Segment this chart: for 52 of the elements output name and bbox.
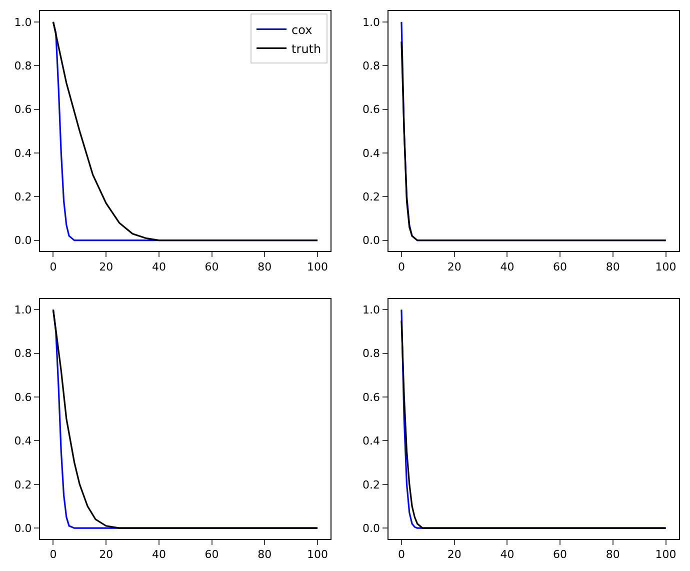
y-tick-label: 1.0	[362, 16, 380, 29]
x-tick-label: 40	[500, 548, 514, 562]
x-tick-label: 60	[553, 548, 568, 562]
x-tick-label: 100	[655, 548, 676, 562]
y-tick-label: 0.8	[14, 347, 32, 360]
y-tick-label: 0.8	[362, 59, 380, 72]
x-tick-label: 0	[398, 260, 405, 274]
x-tick-label: 60	[204, 548, 219, 562]
y-tick-label: 0.6	[362, 390, 380, 404]
y-tick-label: 0.0	[14, 522, 32, 535]
x-tick-label: 80	[258, 548, 272, 562]
legend-label: cox	[292, 22, 312, 37]
y-tick-label: 0.4	[362, 146, 380, 160]
x-tick-label: 60	[204, 260, 219, 274]
x-tick-label: 40	[500, 260, 514, 274]
x-tick-label: 80	[606, 260, 620, 274]
x-tick-label: 20	[447, 548, 462, 562]
y-tick-label: 0.6	[14, 390, 32, 404]
y-tick-label: 0.0	[14, 234, 32, 248]
y-tick-label: 0.6	[14, 103, 32, 116]
y-tick-label: 0.2	[362, 190, 380, 204]
x-tick-label: 20	[99, 260, 114, 274]
x-tick-label: 0	[50, 548, 57, 562]
x-tick-label: 100	[307, 548, 328, 562]
y-tick-label: 0.2	[362, 478, 380, 492]
y-tick-label: 1.0	[14, 16, 32, 29]
y-tick-label: 0.0	[362, 522, 380, 535]
x-tick-label: 100	[307, 260, 328, 274]
y-tick-label: 0.8	[14, 59, 32, 72]
y-tick-label: 0.4	[14, 434, 32, 448]
x-tick-label: 100	[655, 260, 676, 274]
y-tick-label: 0.6	[362, 103, 380, 116]
y-tick-label: 0.2	[14, 478, 32, 492]
line-series	[52, 308, 318, 529]
x-tick-label: 80	[258, 260, 272, 274]
x-tick-label: 20	[447, 260, 462, 274]
x-tick-label: 20	[99, 548, 114, 562]
x-tick-label: 0	[50, 260, 57, 274]
line-series	[52, 21, 318, 242]
y-tick-label: 1.0	[362, 304, 380, 317]
x-tick-label: 60	[553, 260, 568, 274]
x-tick-label: 80	[606, 548, 620, 562]
x-tick-label: 40	[152, 548, 166, 562]
legend-label: truth	[292, 42, 322, 56]
y-tick-label: 0.4	[14, 146, 32, 160]
y-tick-label: 0.2	[14, 190, 32, 204]
x-tick-label: 40	[152, 260, 166, 274]
x-tick-label: 0	[398, 548, 405, 562]
y-tick-label: 0.4	[362, 434, 380, 448]
y-tick-label: 0.8	[362, 347, 380, 360]
y-tick-label: 0.0	[362, 234, 380, 248]
y-tick-label: 1.0	[14, 304, 32, 317]
